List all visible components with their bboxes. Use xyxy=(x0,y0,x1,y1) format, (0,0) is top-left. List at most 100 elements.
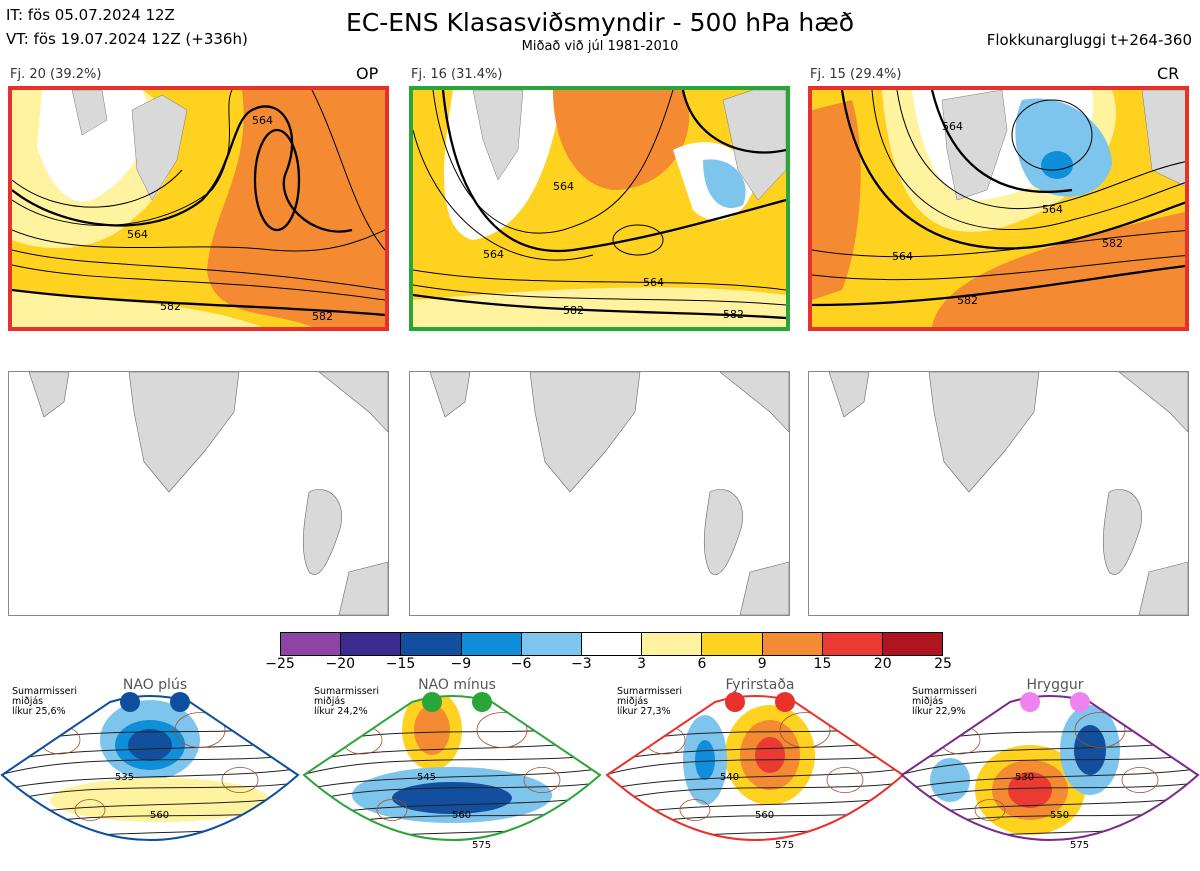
contour-label: 582 xyxy=(1102,237,1123,250)
colorbar-swatch xyxy=(702,633,763,655)
regime-name: NAO mínus xyxy=(418,677,496,693)
cluster-map-3: 564 564 564 582 582 xyxy=(808,86,1189,331)
regime-dot xyxy=(775,692,795,712)
valid-time: VT: fös 19.07.2024 12Z (+336h) xyxy=(6,30,248,48)
land-map-3 xyxy=(808,371,1189,616)
coastline xyxy=(74,799,106,821)
coastline xyxy=(174,712,226,748)
regime-panel: 540 560 575 Fyrirstaða Sumarmisseri miðjás lík… xyxy=(605,677,905,870)
regime-mid: miðjás xyxy=(912,696,944,707)
height-contour xyxy=(607,766,903,793)
anomaly-shading xyxy=(414,705,450,755)
contour-label: 564 xyxy=(1042,203,1063,216)
coastline xyxy=(221,767,259,794)
regime-prob: líkur 22,9% xyxy=(912,706,966,717)
coastline xyxy=(974,799,1006,821)
colorbar-tick: 15 xyxy=(813,656,832,672)
contour-label: 564 xyxy=(252,114,273,127)
contour-label: 564 xyxy=(127,228,148,241)
colorbar-swatch xyxy=(762,633,823,655)
coastline xyxy=(1121,767,1159,794)
colorbar-swatch xyxy=(461,633,522,655)
colorbar-tick: 6 xyxy=(697,656,707,672)
regime-frame xyxy=(302,695,602,841)
regime-prob: líkur 24,2% xyxy=(314,706,368,717)
window-label: Flokkunargluggi t+264-360 xyxy=(986,31,1192,49)
contour-label: 535 xyxy=(115,772,134,783)
regime-season: Sumarmisseri xyxy=(314,686,380,697)
colorbar-tick: 9 xyxy=(757,656,767,672)
contour-label: 550 xyxy=(1050,810,1069,821)
regime-panel: 535 560 NAO plús Sumarmisseri miðjás líkur 25… xyxy=(0,677,300,870)
regime-prob: líkur 27,3% xyxy=(617,706,671,717)
panel-1-label: Fj. 20 (39.2%) xyxy=(10,67,102,82)
regime-mid: miðjás xyxy=(12,696,44,707)
contour-label: 582 xyxy=(723,308,744,321)
cluster-map-2: 564 564 564 582 582 xyxy=(409,86,790,331)
colorbar-swatch xyxy=(581,633,643,655)
coastline xyxy=(476,712,528,748)
panel-2-label: Fj. 16 (31.4%) xyxy=(411,67,503,82)
contour-label: 545 xyxy=(417,772,436,783)
contour-label: 582 xyxy=(160,300,181,313)
anomaly-shading xyxy=(695,740,715,780)
regime-info: Sumarmisseri miðjás líkur 27,3% xyxy=(617,687,697,717)
contour-label: 582 xyxy=(312,310,333,323)
height-contour xyxy=(304,766,600,793)
anomaly-colorbar xyxy=(280,632,943,656)
contour-label: 560 xyxy=(452,810,471,821)
contour-label: 564 xyxy=(483,248,504,261)
regime-name: Fyrirstaða xyxy=(725,677,795,693)
colorbar-tick: −3 xyxy=(571,656,592,672)
coastline xyxy=(826,767,864,794)
colorbar-tick: 3 xyxy=(637,656,647,672)
colorbar-swatch xyxy=(642,633,703,655)
regime-dot xyxy=(120,692,140,712)
colorbar-tick: −6 xyxy=(510,656,532,672)
coastline xyxy=(523,767,561,794)
height-contour xyxy=(2,766,298,793)
contour-label: 564 xyxy=(892,250,913,263)
contour-label: 564 xyxy=(643,276,664,289)
regime-panel: 530 550 575 Hryggur Sumarmisseri miðjás líkur … xyxy=(900,677,1200,870)
anomaly-shading xyxy=(128,729,172,761)
contour-label: 564 xyxy=(942,120,963,133)
cluster-map-1: 564 564 582 582 xyxy=(8,86,389,331)
land-map-1 xyxy=(8,371,389,616)
contour-label: 560 xyxy=(755,810,774,821)
coastline xyxy=(679,799,711,821)
regime-frame xyxy=(900,695,1200,841)
anomaly-shading xyxy=(930,758,970,802)
panel-3-label: Fj. 15 (29.4%) xyxy=(810,67,902,82)
land-map-2 xyxy=(409,371,790,616)
colorbar-swatch xyxy=(521,633,582,655)
contour-label: 540 xyxy=(720,772,739,783)
regime-dot xyxy=(1070,692,1090,712)
regime-dot xyxy=(1020,692,1040,712)
colorbar-tick: −20 xyxy=(325,656,356,672)
regime-info: Sumarmisseri miðjás líkur 25,6% xyxy=(12,687,92,717)
panel-3-tag: CR xyxy=(1157,64,1180,83)
coastline xyxy=(779,712,831,748)
regime-info: Sumarmisseri miðjás líkur 22,9% xyxy=(912,687,992,717)
regime-name: NAO plús xyxy=(122,677,188,693)
contour-label: 575 xyxy=(472,840,491,851)
colorbar-tick: 20 xyxy=(873,656,892,672)
regime-panel: 545 560 575 NAO mínus Sumarmisseri miðjás líku… xyxy=(302,677,602,870)
regime-season: Sumarmisseri xyxy=(12,686,78,697)
colorbar-swatch xyxy=(822,633,883,655)
anomaly-shading xyxy=(1074,725,1106,775)
regime-mid: miðjás xyxy=(314,696,346,707)
regime-mid: miðjás xyxy=(617,696,649,707)
colorbar-swatch xyxy=(341,633,402,655)
page-subtitle: Miðað við júl 1981-2010 xyxy=(521,39,679,54)
contour-label: 564 xyxy=(553,180,574,193)
anomaly-shading xyxy=(1008,772,1052,808)
colorbar-tick: 25 xyxy=(934,656,952,672)
init-time: IT: fös 05.07.2024 12Z xyxy=(6,6,175,24)
regime-season: Sumarmisseri xyxy=(617,686,683,697)
colorbar-swatch xyxy=(882,633,943,655)
page-title: EC-ENS Klasasviðsmyndir - 500 hPa hæð xyxy=(345,8,855,37)
regime-dot xyxy=(170,692,190,712)
regime-prob: líkur 25,6% xyxy=(12,706,66,717)
